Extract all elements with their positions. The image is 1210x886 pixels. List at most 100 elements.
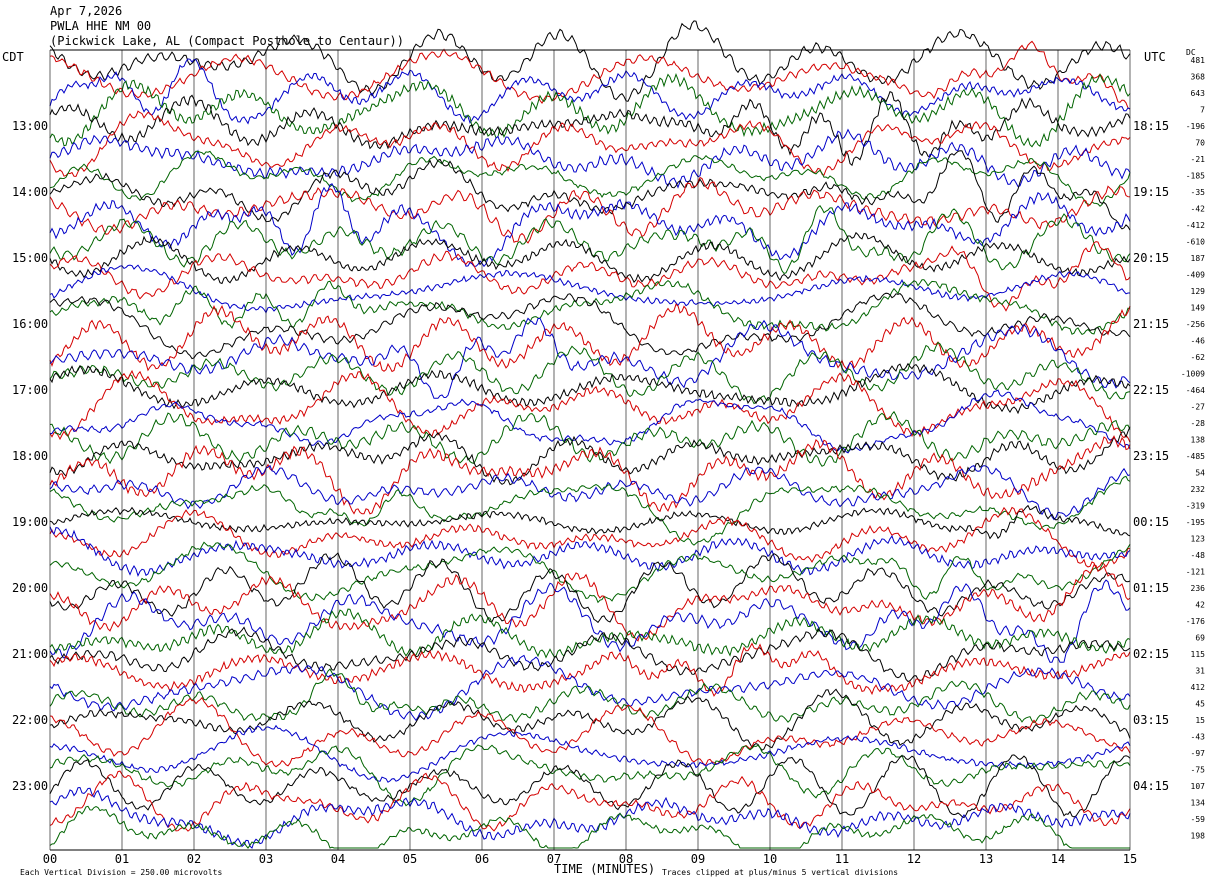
dc-offset-label: 70: [1195, 139, 1205, 148]
seismic-trace: [49, 150, 1131, 231]
dc-offset-label: -196: [1186, 122, 1205, 131]
dc-offset-label: -121: [1186, 568, 1205, 577]
dc-offset-label: -485: [1186, 452, 1205, 461]
right-time-label: 03:15: [1133, 713, 1169, 727]
dc-offset-label: -610: [1186, 238, 1205, 247]
x-axis-title: TIME (MINUTES): [554, 862, 655, 876]
x-tick-label: 05: [403, 852, 417, 866]
x-tick-label: 09: [691, 852, 705, 866]
dc-offset-label: 187: [1191, 254, 1206, 263]
dc-offset-label: -21: [1191, 155, 1206, 164]
seismic-trace: [49, 73, 1131, 148]
dc-offset-label: 115: [1191, 650, 1206, 659]
dc-offset-label: -185: [1186, 172, 1205, 181]
seismic-trace: [49, 150, 1131, 207]
left-time-label: 22:00: [12, 713, 48, 727]
dc-offset-label: 198: [1191, 832, 1206, 841]
seismic-trace: [49, 526, 1131, 577]
dc-offset-label: -28: [1191, 419, 1206, 428]
dc-offset-label: 232: [1191, 485, 1206, 494]
left-time-label: 21:00: [12, 647, 48, 661]
seismic-trace: [49, 464, 1131, 521]
seismic-trace: [49, 642, 1131, 697]
seismic-trace: [49, 410, 1131, 467]
dc-offset-label: -75: [1191, 766, 1206, 775]
dc-offset-label: 123: [1191, 535, 1206, 544]
left-time-label: 18:00: [12, 449, 48, 463]
dc-offset-label: 138: [1191, 436, 1206, 445]
seismic-trace: [49, 176, 1131, 244]
seismic-trace: [49, 504, 1131, 540]
seismic-traces: [49, 20, 1131, 849]
x-tick-label: 14: [1051, 852, 1065, 866]
right-time-label: 04:15: [1133, 779, 1169, 793]
x-tick-labels: 00 01 02 03 04 05 06 07 08 09 10 11 12 13 14 15: [43, 852, 1137, 866]
seismic-trace: [49, 724, 1131, 783]
header-location: (Pickwick Lake, AL (Compact Posthole to …: [50, 34, 404, 48]
seismic-trace: [49, 231, 1131, 285]
x-tick-label: 03: [259, 852, 273, 866]
seismic-trace: [49, 668, 1131, 724]
seismic-trace: [49, 579, 1131, 663]
dc-offset-label: 134: [1191, 799, 1206, 808]
seismic-trace: [49, 770, 1131, 832]
right-time-label: 21:15: [1133, 317, 1169, 331]
seismic-trace: [49, 204, 1131, 274]
seismic-trace: [49, 40, 1131, 110]
seismic-trace: [49, 128, 1131, 189]
dc-offset-label: -62: [1191, 353, 1206, 362]
seismic-trace: [49, 317, 1131, 399]
left-time-label: 17:00: [12, 383, 48, 397]
dc-offset-label: 236: [1191, 584, 1206, 593]
x-tick-label: 15: [1123, 852, 1137, 866]
x-tick-label: 06: [475, 852, 489, 866]
dc-offset-label: 31: [1195, 667, 1205, 676]
dc-offset-label: 42: [1195, 601, 1205, 610]
seismic-trace: [49, 389, 1131, 454]
dc-offset-label: -464: [1186, 386, 1205, 395]
left-time-label: 13:00: [12, 119, 48, 133]
left-timezone-label: CDT: [2, 50, 24, 64]
seismic-trace: [49, 506, 1131, 569]
dc-offset-labels: 481 368 643 7 -196 70 -21 -185 -35 -42 -412 -610 187…: [1181, 56, 1205, 841]
x-tick-label: 07: [547, 852, 561, 866]
seismic-trace: [49, 754, 1131, 819]
dc-offset-label: 481: [1191, 56, 1206, 65]
left-time-labels: 13:00 14:00 15:00 16:00 17:00 18:00 19:00 20:00…: [12, 119, 48, 793]
x-tick-label: 02: [187, 852, 201, 866]
dc-offset-label: 107: [1191, 782, 1206, 791]
seismic-trace: [49, 426, 1131, 486]
seismic-trace: [49, 475, 1131, 546]
left-time-label: 15:00: [12, 251, 48, 265]
seismic-trace: [49, 744, 1131, 807]
x-tick-label: 13: [979, 852, 993, 866]
seismic-trace: [49, 20, 1131, 102]
seismic-trace: [49, 183, 1131, 268]
dc-offset-label: -97: [1191, 749, 1206, 758]
dc-offset-label: -48: [1191, 551, 1206, 560]
dc-column-label: DC: [1186, 48, 1196, 57]
seismic-trace: [49, 279, 1131, 336]
minute-gridlines: [49, 50, 1131, 850]
header-station: PWLA HHE NM 00: [50, 19, 151, 33]
left-time-label: 20:00: [12, 581, 48, 595]
dc-offset-label: -46: [1191, 337, 1206, 346]
dc-offset-label: -1009: [1181, 370, 1205, 379]
dc-offset-label: 7: [1200, 106, 1205, 115]
scale-note: Each Vertical Division = 250.00 microvol…: [20, 868, 222, 877]
seismic-trace: [49, 435, 1131, 515]
x-tick-label: 08: [619, 852, 633, 866]
right-time-label: 20:15: [1133, 251, 1169, 265]
dc-offset-label: 45: [1195, 700, 1205, 709]
dc-offset-label: -42: [1191, 205, 1206, 214]
x-tick-label: 10: [763, 852, 777, 866]
right-time-label: 18:15: [1133, 119, 1169, 133]
seismic-trace: [49, 292, 1131, 360]
seismic-trace: [49, 264, 1130, 314]
seismic-trace: [49, 626, 1131, 683]
seismic-trace: [49, 552, 1131, 624]
dc-offset-label: -412: [1186, 221, 1205, 230]
x-tick-label: 01: [115, 852, 129, 866]
dc-offset-label: 368: [1191, 73, 1206, 82]
